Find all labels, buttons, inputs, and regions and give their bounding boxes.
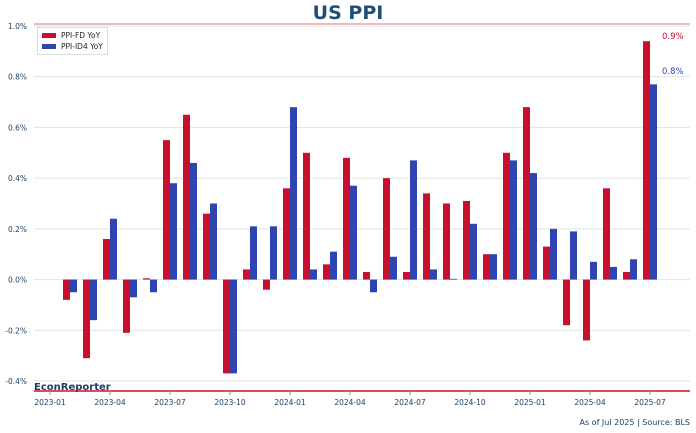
bar-ppi-fd xyxy=(523,107,530,280)
bar-ppi-fd xyxy=(403,271,410,280)
y-tick-label: 1.0% xyxy=(8,22,27,31)
bar-ppi-fd xyxy=(183,114,190,280)
source-note: As of Jul 2025 | Source: BLS xyxy=(579,418,690,427)
x-tick-label: 2025-04 xyxy=(574,398,606,407)
bar-ppi-fd xyxy=(423,193,430,280)
bar-ppi-id4 xyxy=(390,256,397,280)
legend-swatch xyxy=(42,44,56,49)
bar-ppi-id4 xyxy=(490,254,497,280)
bar-ppi-id4 xyxy=(550,228,557,280)
bar-ppi-fd xyxy=(323,264,330,280)
bar-ppi-id4 xyxy=(70,279,77,293)
bar-ppi-fd xyxy=(623,271,630,280)
x-tick-label: 2023-10 xyxy=(214,398,246,407)
bar-ppi-id4 xyxy=(250,226,257,280)
bar-ppi-fd xyxy=(563,279,570,326)
bar-ppi-id4 xyxy=(530,173,537,280)
bar-ppi-fd xyxy=(63,279,70,300)
legend-label: PPI-ID4 YoY xyxy=(61,42,103,51)
bar-ppi-id4 xyxy=(290,107,297,280)
bar-ppi-id4 xyxy=(510,160,517,280)
x-tick-label: 2023-07 xyxy=(154,398,186,407)
x-tick-label: 2024-07 xyxy=(394,398,426,407)
bar-ppi-fd xyxy=(103,239,110,280)
y-tick-label: 0.8% xyxy=(8,73,27,82)
bar-ppi-fd xyxy=(163,140,170,280)
bar-ppi-id4 xyxy=(170,183,177,280)
y-tick-label: -0.2% xyxy=(5,326,27,335)
bar-ppi-fd xyxy=(503,152,510,280)
bar-ppi-id4 xyxy=(270,226,277,280)
legend-swatch xyxy=(42,33,56,38)
bar-ppi-fd xyxy=(203,213,210,280)
bar-ppi-fd xyxy=(83,279,90,359)
bar-ppi-fd xyxy=(383,178,390,280)
bar-ppi-id4 xyxy=(90,279,97,321)
bar-ppi-id4 xyxy=(370,279,377,293)
y-tick-label: 0.4% xyxy=(8,174,27,183)
y-tick-label: 0.0% xyxy=(8,276,27,285)
x-tick-label: 2024-01 xyxy=(274,398,306,407)
bar-ppi-fd xyxy=(143,278,150,280)
y-tick-label: 0.6% xyxy=(8,123,27,132)
bar-ppi-id4 xyxy=(210,203,217,280)
bar-ppi-fd xyxy=(343,157,350,280)
end-value-label: 0.8% xyxy=(662,67,684,77)
bar-ppi-fd xyxy=(363,271,370,280)
bar-ppi-id4 xyxy=(570,231,577,280)
bar-ppi-id4 xyxy=(130,279,137,298)
bar-ppi-fd xyxy=(283,188,290,280)
legend: PPI-FD YoY PPI-ID4 YoY xyxy=(37,27,108,55)
bar-ppi-id4 xyxy=(470,223,477,280)
x-tick-label: 2025-07 xyxy=(634,398,666,407)
bar-ppi-id4 xyxy=(150,279,157,293)
bar-ppi-fd xyxy=(263,279,270,290)
bar-ppi-fd xyxy=(583,279,590,341)
bar-ppi-id4 xyxy=(630,259,637,280)
bar-ppi-id4 xyxy=(610,266,617,280)
bar-ppi-id4 xyxy=(310,269,317,280)
x-tick-label: 2023-04 xyxy=(94,398,126,407)
bar-ppi-id4 xyxy=(230,279,237,374)
x-tick-label: 2025-01 xyxy=(514,398,546,407)
bar-ppi-id4 xyxy=(410,160,417,280)
y-tick-label: -0.4% xyxy=(5,377,27,386)
bar-ppi-fd xyxy=(123,279,130,333)
end-value-label: 0.9% xyxy=(662,32,684,42)
bar-ppi-fd xyxy=(643,41,650,280)
bar-ppi-id4 xyxy=(190,162,197,280)
x-tick-label: 2024-10 xyxy=(454,398,486,407)
bar-ppi-id4 xyxy=(110,218,117,280)
bar-ppi-id4 xyxy=(590,261,597,280)
legend-label: PPI-FD YoY xyxy=(61,31,101,40)
bar-ppi-fd xyxy=(443,203,450,280)
chart-title: US PPI xyxy=(312,2,384,24)
bar-ppi-fd xyxy=(303,152,310,280)
bar-ppi-fd xyxy=(223,279,230,374)
bar-ppi-fd xyxy=(483,254,490,280)
bar-ppi-id4 xyxy=(330,251,337,280)
bar-ppi-id4 xyxy=(650,84,657,280)
bar-ppi-id4 xyxy=(450,278,457,280)
bar-ppi-fd xyxy=(243,269,250,280)
x-tick-label: 2023-01 xyxy=(34,398,66,407)
brand-logo: EconReporter xyxy=(34,382,111,393)
legend-item-fd: PPI-FD YoY xyxy=(42,30,103,41)
bar-ppi-fd xyxy=(603,188,610,280)
bar-ppi-id4 xyxy=(430,269,437,280)
legend-item-id4: PPI-ID4 YoY xyxy=(42,41,103,52)
y-tick-label: 0.2% xyxy=(8,225,27,234)
x-tick-label: 2024-04 xyxy=(334,398,366,407)
bar-ppi-fd xyxy=(463,200,470,280)
bar-ppi-id4 xyxy=(350,185,357,280)
bar-ppi-fd xyxy=(543,246,550,280)
